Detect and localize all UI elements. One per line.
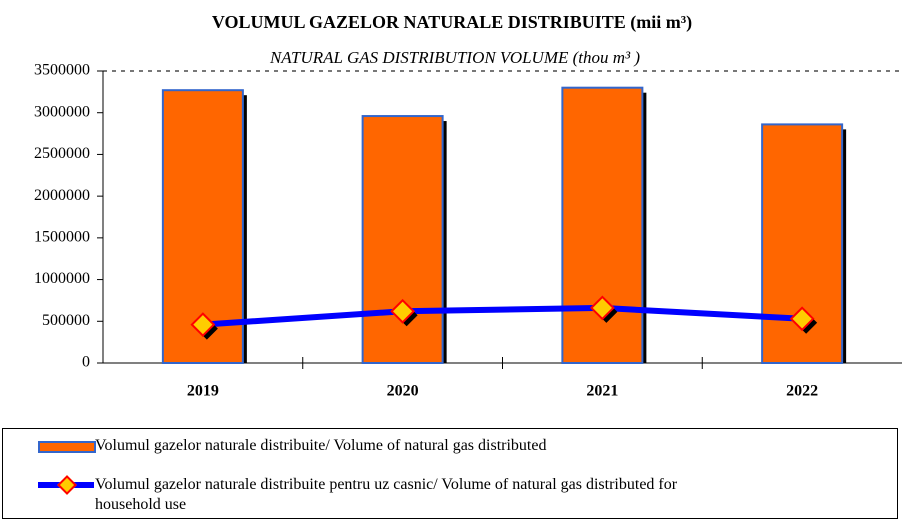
legend-swatch	[38, 441, 96, 453]
y-tick-label: 2000000	[34, 187, 90, 204]
bar	[561, 86, 644, 365]
y-tick-label: 1000000	[34, 270, 90, 287]
y-tick-label: 3500000	[34, 62, 90, 79]
marker	[589, 295, 615, 321]
bar	[361, 115, 444, 365]
marker	[390, 298, 416, 324]
legend-label: Volumul gazelor naturale distribuite/ Vo…	[95, 437, 547, 454]
x-tick-label: 2020	[387, 383, 419, 400]
x-tick-label: 2022	[786, 383, 818, 400]
legend: Volumul gazelor naturale distribuite/ Vo…	[2, 428, 898, 519]
marker	[789, 306, 815, 332]
chart: VOLUMUL GAZELOR NATURALE DISTRIBUITE (mi…	[34, 12, 902, 400]
y-tick-label: 2500000	[34, 145, 90, 162]
y-tick-label: 3000000	[34, 103, 90, 120]
marker	[190, 312, 216, 338]
chart-subtitle: NATURAL GAS DISTRIBUTION VOLUME (thou m³…	[269, 48, 640, 67]
line	[202, 304, 803, 328]
x-tick-label: 2019	[187, 383, 219, 400]
legend-marker	[57, 475, 77, 495]
x-tick-label: 2021	[586, 383, 618, 400]
y-tick-label: 1500000	[34, 229, 90, 246]
y-tick-label: 0	[82, 354, 90, 371]
legend-label: Volumul gazelor naturale distribuite pen…	[95, 476, 678, 513]
chart-title: VOLUMUL GAZELOR NATURALE DISTRIBUITE (mi…	[212, 12, 692, 33]
y-tick-label: 500000	[42, 312, 90, 329]
